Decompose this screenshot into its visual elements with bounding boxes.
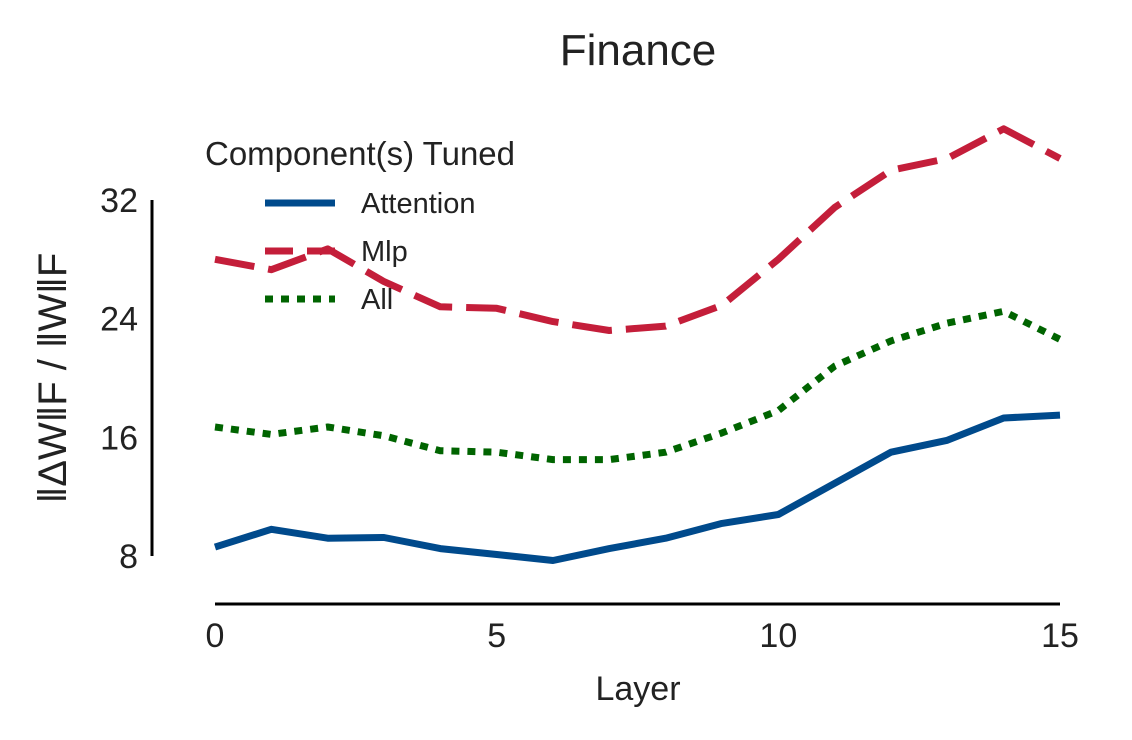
y-tick-labels: 8 16 24 32 bbox=[100, 182, 138, 576]
series-line-all bbox=[214, 307, 1062, 464]
y-tick-label: 16 bbox=[100, 419, 138, 457]
x-tick-label: 0 bbox=[206, 617, 225, 655]
x-tick-labels: 0 5 10 15 bbox=[206, 617, 1079, 655]
legend-entries: Attention Mlp All bbox=[265, 188, 475, 316]
x-axis-label: Layer bbox=[595, 670, 680, 708]
legend-label-all: All bbox=[361, 284, 393, 316]
legend-label-mlp: Mlp bbox=[361, 236, 408, 268]
y-axis-label: ‖ΔW‖F / ‖W‖F bbox=[31, 253, 75, 504]
x-tick-label: 15 bbox=[1041, 617, 1079, 655]
x-tick-label: 10 bbox=[759, 617, 797, 655]
series-line-attention bbox=[213, 411, 1061, 564]
chart-title: Finance bbox=[560, 26, 717, 75]
series-line-mlp bbox=[214, 125, 1062, 334]
y-tick-label: 8 bbox=[119, 538, 138, 576]
y-tick-label: 32 bbox=[100, 182, 138, 220]
legend-label-attention: Attention bbox=[361, 188, 475, 220]
legend-title: Component(s) Tuned bbox=[205, 135, 515, 172]
legend: Component(s) Tuned Attention Mlp All bbox=[205, 135, 515, 316]
series-lines bbox=[213, 125, 1062, 564]
x-tick-label: 5 bbox=[487, 617, 506, 655]
y-tick-label: 24 bbox=[100, 301, 138, 339]
